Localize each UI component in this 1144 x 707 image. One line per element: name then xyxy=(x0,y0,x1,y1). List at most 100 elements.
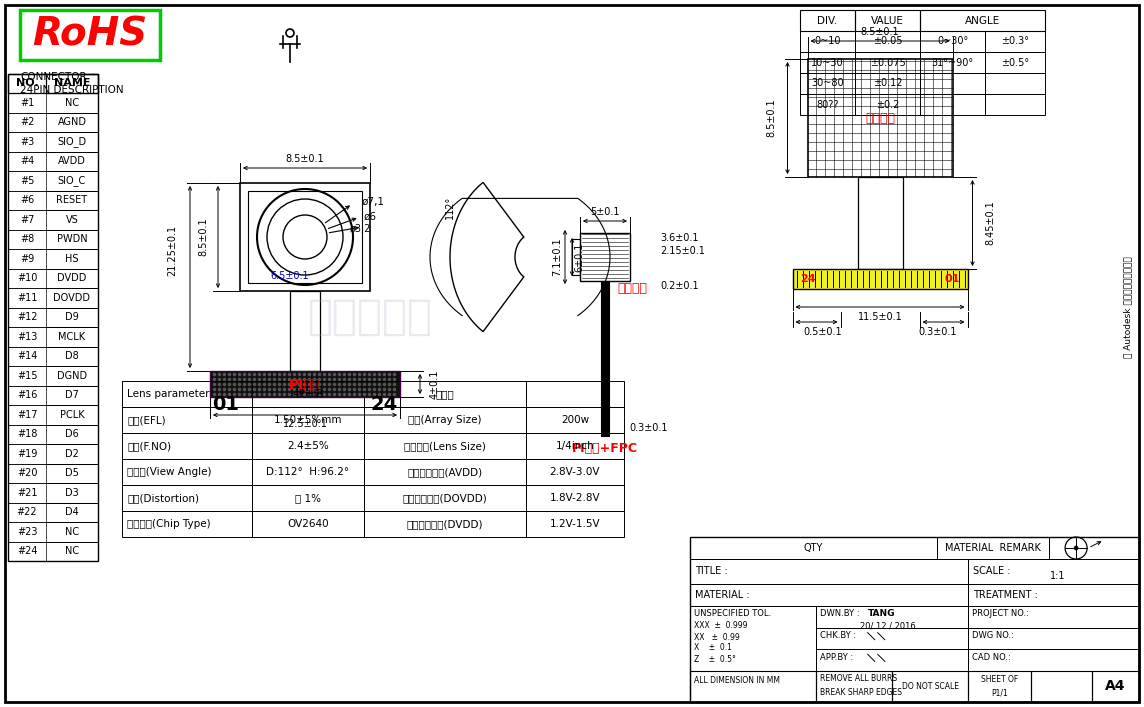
Bar xyxy=(968,584,1139,606)
Bar xyxy=(968,671,1031,702)
Text: DIV.: DIV. xyxy=(818,16,837,25)
Bar xyxy=(46,327,98,346)
Bar xyxy=(46,522,98,542)
Text: #3: #3 xyxy=(19,136,34,147)
Text: #13: #13 xyxy=(17,332,38,341)
Bar xyxy=(46,288,98,308)
Bar xyxy=(800,52,855,73)
Bar xyxy=(8,385,98,405)
Text: XXX  ±  0.999: XXX ± 0.999 xyxy=(694,621,747,631)
Bar xyxy=(985,31,1044,52)
Bar xyxy=(1049,537,1139,559)
Text: #11: #11 xyxy=(17,293,38,303)
Text: #7: #7 xyxy=(19,215,34,225)
Bar xyxy=(855,52,920,73)
Bar xyxy=(46,542,98,561)
Text: SCALE :: SCALE : xyxy=(974,566,1011,576)
Bar xyxy=(937,537,1049,559)
Text: 镜头类型(Lens Size): 镜头类型(Lens Size) xyxy=(404,441,486,451)
Bar xyxy=(690,537,1139,702)
Text: 21.25±0.1: 21.25±0.1 xyxy=(167,224,177,276)
Bar xyxy=(690,537,937,559)
Text: ±0.5°: ±0.5° xyxy=(1001,57,1030,67)
Bar xyxy=(210,371,400,397)
Text: APP.BY :: APP.BY : xyxy=(820,653,852,662)
Bar xyxy=(364,485,526,511)
Bar xyxy=(855,31,920,52)
Bar xyxy=(46,444,98,464)
Bar xyxy=(800,10,855,31)
Text: 接口电路电压(DOVDD): 接口电路电压(DOVDD) xyxy=(403,493,487,503)
Text: #21: #21 xyxy=(17,488,38,498)
Bar xyxy=(690,671,816,702)
Text: 8.5±0.1: 8.5±0.1 xyxy=(766,99,777,137)
Bar xyxy=(46,190,98,210)
Text: ±0.12: ±0.12 xyxy=(873,78,903,88)
Text: 8.5±0.1: 8.5±0.1 xyxy=(860,27,899,37)
Bar xyxy=(920,73,985,94)
Bar xyxy=(526,381,623,407)
Text: QTY: QTY xyxy=(804,543,824,553)
Bar xyxy=(601,281,609,436)
Text: ø7,1: ø7,1 xyxy=(362,197,384,207)
Text: SHEET OF: SHEET OF xyxy=(982,675,1018,684)
Text: 12.5±0.1: 12.5±0.1 xyxy=(283,419,327,429)
Text: 1.50±5%mm: 1.50±5%mm xyxy=(273,415,342,425)
Bar xyxy=(580,233,630,281)
Bar xyxy=(364,459,526,485)
Bar xyxy=(46,405,98,424)
Bar xyxy=(8,444,98,464)
Text: #23: #23 xyxy=(17,527,38,537)
Text: 2.8V-3.0V: 2.8V-3.0V xyxy=(550,467,601,477)
Text: 24: 24 xyxy=(800,274,816,284)
Text: 畜变(Distortion): 畜变(Distortion) xyxy=(127,493,199,503)
Text: 项目名: 项目名 xyxy=(436,389,454,399)
Bar xyxy=(364,511,526,537)
Text: 甲 Autodesk 授权复制，严禁传播: 甲 Autodesk 授权复制，严禁传播 xyxy=(1123,256,1133,358)
Text: 80??: 80?? xyxy=(817,100,839,110)
Text: DVDD: DVDD xyxy=(57,273,87,284)
Bar xyxy=(526,433,623,459)
Text: #10: #10 xyxy=(17,273,38,284)
Text: #15: #15 xyxy=(17,370,38,381)
Text: SIO_C: SIO_C xyxy=(58,175,86,186)
Text: D4: D4 xyxy=(65,507,79,518)
Bar xyxy=(985,52,1044,73)
Bar xyxy=(968,606,1139,628)
Bar xyxy=(816,628,968,649)
Text: PI补焊+FPC: PI补焊+FPC xyxy=(572,441,638,455)
Text: PCLK: PCLK xyxy=(59,410,85,420)
Text: #22: #22 xyxy=(17,507,38,518)
Bar xyxy=(968,606,1139,671)
Text: 钢片补焊: 钢片补焊 xyxy=(617,283,648,296)
Bar xyxy=(364,407,526,433)
Bar xyxy=(19,10,160,60)
Bar xyxy=(8,93,98,112)
Bar xyxy=(1031,671,1091,702)
Text: 200w: 200w xyxy=(561,415,589,425)
Bar xyxy=(240,183,370,291)
Text: 31°~90°: 31°~90° xyxy=(931,57,974,67)
Text: ±0.05: ±0.05 xyxy=(873,37,903,47)
Text: UNSPECIFIED TOL.: UNSPECIFIED TOL. xyxy=(694,609,771,619)
Bar xyxy=(8,542,98,561)
Text: D3: D3 xyxy=(65,488,79,498)
Text: P1/1: P1/1 xyxy=(992,689,1008,698)
Text: 112°: 112° xyxy=(445,195,455,218)
Bar xyxy=(122,459,252,485)
Text: D:112°  H:96.2°: D:112° H:96.2° xyxy=(267,467,350,477)
Bar xyxy=(252,433,364,459)
Bar xyxy=(122,485,252,511)
Bar xyxy=(252,407,364,433)
Bar xyxy=(8,288,98,308)
Text: #20: #20 xyxy=(17,468,38,478)
Text: RESET: RESET xyxy=(56,195,88,205)
Text: D7: D7 xyxy=(65,390,79,400)
Bar xyxy=(8,503,98,522)
Text: RoHS: RoHS xyxy=(32,16,148,54)
Bar xyxy=(690,584,968,606)
Text: 8.5±0.1: 8.5±0.1 xyxy=(286,154,324,164)
Text: 7.1±0.1: 7.1±0.1 xyxy=(553,238,562,276)
Text: MATERIAL :: MATERIAL : xyxy=(696,590,749,600)
Text: 2.4±5%: 2.4±5% xyxy=(287,441,328,451)
